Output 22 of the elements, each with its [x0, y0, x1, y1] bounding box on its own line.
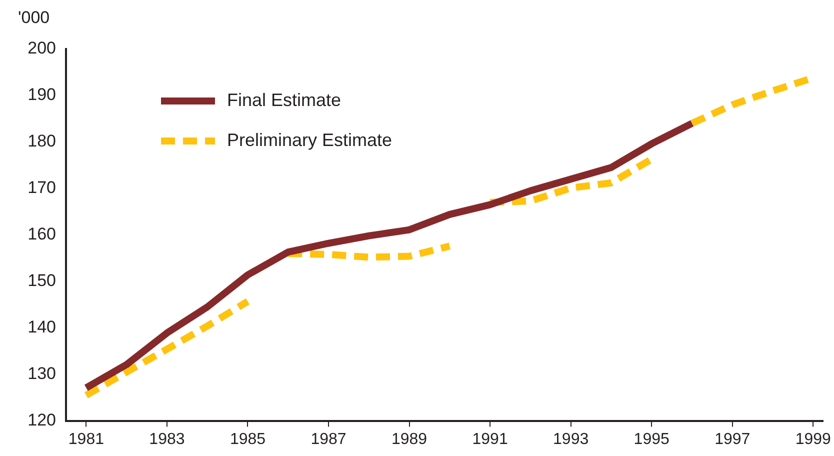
y-tick-label: 200	[28, 38, 56, 58]
x-tick-label: 1991	[472, 430, 508, 448]
y-tick-label: 170	[28, 178, 56, 198]
y-tick-label: 150	[28, 271, 56, 290]
y-tick-label: 130	[28, 364, 56, 384]
x-tick-label: 1983	[149, 430, 185, 448]
x-tick-label: 1981	[68, 430, 104, 448]
x-tick-label: 1999	[795, 430, 832, 448]
x-tick-label: 1997	[714, 430, 750, 448]
y-tick-label: 140	[28, 318, 56, 337]
legend-label: Final Estimate	[227, 90, 342, 110]
y-axis-title: '000	[18, 8, 50, 28]
x-tick-label: 1993	[553, 430, 589, 448]
y-tick-label: 190	[28, 85, 56, 104]
x-tick-label: 1995	[634, 430, 670, 448]
y-tick-label: 120	[28, 410, 56, 430]
x-tick-label: 1989	[391, 430, 428, 448]
y-tick-label: 160	[28, 224, 56, 244]
x-tick-label: 1985	[230, 430, 266, 448]
y-tick-label: 180	[28, 132, 56, 151]
x-tick-label: 1987	[310, 430, 346, 448]
legend-label: Preliminary Estimate	[227, 130, 392, 150]
